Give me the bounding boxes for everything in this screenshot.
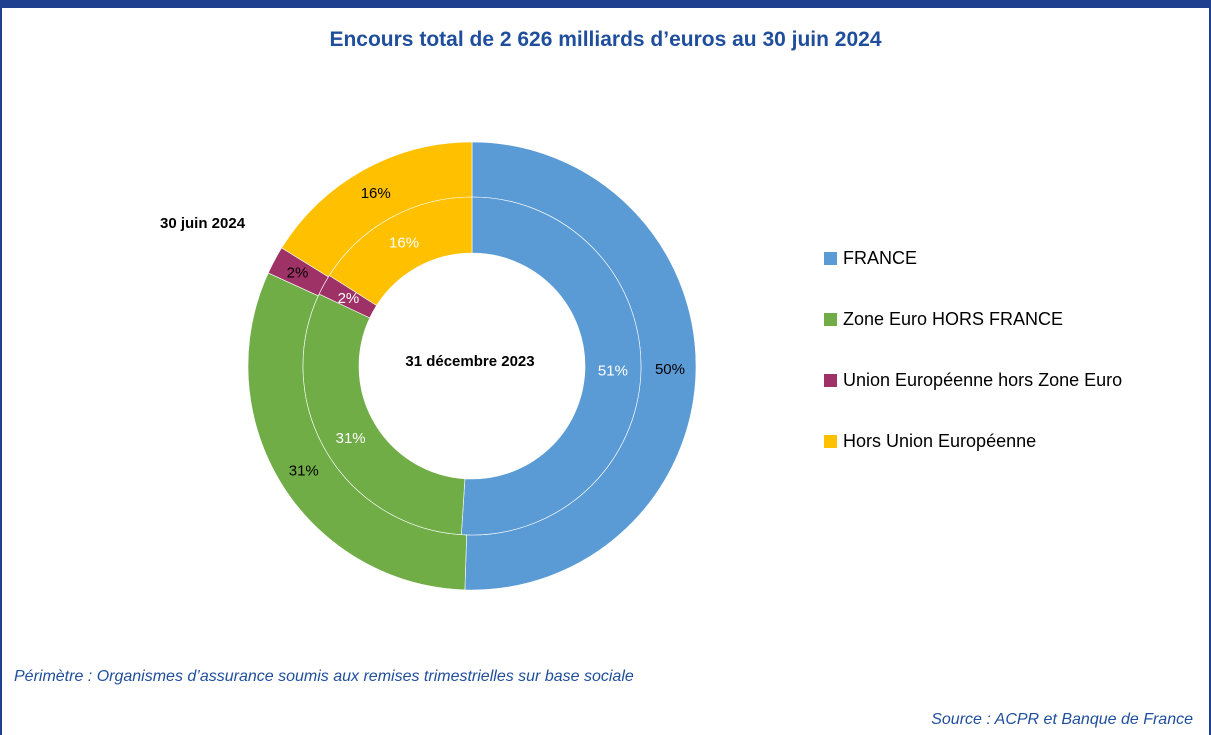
- inner-data-label-1: 31%: [336, 430, 366, 447]
- legend-swatch: [824, 373, 837, 387]
- inner-slice-0: [461, 196, 642, 536]
- legend-label: Hors Union Européenne: [843, 430, 1037, 451]
- leader-line: [272, 228, 278, 232]
- legend-label: Zone Euro HORS FRANCE: [843, 308, 1064, 329]
- source-note: Source : ACPR et Banque de France: [931, 711, 1193, 728]
- inner-ring-label: 31 décembre 2023: [405, 353, 535, 370]
- legend-item-zone-euro: Zone Euro HORS FRANCE: [824, 307, 1122, 331]
- outer-data-label-2: 2%: [287, 264, 309, 281]
- legend-swatch: [824, 251, 837, 265]
- outer-data-label-1: 31%: [289, 462, 319, 479]
- legend-item-ue-hors-zone-euro: Union Européenne hors Zone Euro: [824, 368, 1122, 392]
- outer-data-label-3: 16%: [361, 185, 391, 202]
- inner-data-label-0: 51%: [598, 362, 628, 379]
- legend-item-france: FRANCE: [824, 246, 1122, 270]
- top-bar: [0, 0, 1211, 8]
- inner-data-label-3: 16%: [389, 234, 419, 251]
- outer-data-label-0: 50%: [655, 361, 685, 378]
- legend-item-hors-ue: Hors Union Européenne: [824, 429, 1122, 453]
- outer-ring-label: 30 juin 2024: [160, 215, 246, 232]
- legend-label: Union Européenne hors Zone Euro: [843, 369, 1123, 390]
- legend-label: FRANCE: [843, 247, 918, 268]
- footnote: Périmètre : Organismes d’assurance soumi…: [14, 668, 634, 685]
- legend: FRANCE Zone Euro HORS FRANCE Union Europ…: [824, 246, 1122, 490]
- inner-slice-1: [302, 293, 466, 535]
- legend-swatch: [824, 434, 837, 448]
- chart-title: Encours total de 2 626 milliards d’euros…: [329, 28, 882, 51]
- legend-swatch: [824, 312, 837, 326]
- inner-slice-3: [328, 196, 473, 306]
- inner-data-label-2: 2%: [338, 290, 360, 307]
